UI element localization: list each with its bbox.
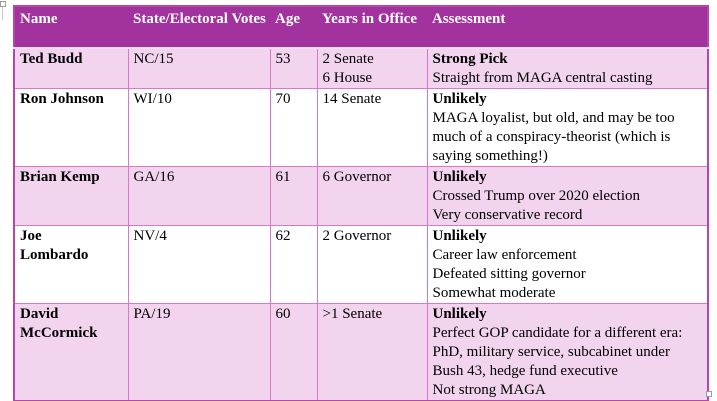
table-resize-handle-bottom-right[interactable] [706,391,712,397]
cell-name[interactable]: Joe Lombardo [13,225,129,304]
cell-name[interactable]: Brian Kemp [13,166,129,226]
header-cell-name[interactable]: Name [14,6,128,49]
cell-state-electoral[interactable]: PA/19 [127,303,271,401]
cell-age[interactable]: 70 [269,88,318,167]
cell-assessment[interactable]: Unlikely Perfect GOP candidate for a dif… [426,303,709,401]
cell-age[interactable]: 53 [269,47,318,89]
cell-name[interactable]: David McCormick [13,303,129,401]
assessment-verdict: Unlikely [432,306,487,322]
cell-assessment[interactable]: Unlikely Career law enforcement Defeated… [426,225,709,304]
cell-years-in-office[interactable]: 14 Senate [316,88,428,167]
assessment-notes: Crossed Trump over 2020 election Very co… [432,188,641,223]
page-edge-line [2,7,3,20]
table-resize-handle-top-left[interactable] [0,1,6,7]
assessment-verdict: Unlikely [432,91,487,107]
cell-name[interactable]: Ted Budd [13,47,129,89]
header-cell-assessment[interactable]: Assessment [427,6,708,49]
cell-assessment[interactable]: Unlikely MAGA loyalist, but old, and may… [426,88,709,167]
cell-age[interactable]: 60 [269,303,318,401]
assessment-notes: Perfect GOP candidate for a different er… [432,325,683,398]
header-cell-state-electoral[interactable]: State/Electoral Votes [128,6,270,49]
cell-age[interactable]: 61 [269,166,318,226]
table-row-ron-johnson: Ron Johnson WI/10 70 14 Senate Unlikely … [13,88,709,167]
header-cell-years-in-office[interactable]: Years in Office [317,6,427,49]
cell-years-in-office[interactable]: 6 Governor [316,166,428,226]
assessment-notes: Career law enforcement Defeated sitting … [432,247,586,301]
assessment-notes: Straight from MAGA central casting [432,70,653,86]
header-cell-age[interactable]: Age [270,6,317,49]
table-row-brian-kemp: Brian Kemp GA/16 61 6 Governor Unlikely … [13,166,709,226]
cell-name[interactable]: Ron Johnson [13,88,129,167]
cell-state-electoral[interactable]: NV/4 [127,225,271,304]
cell-years-in-office[interactable]: >1 Senate [316,303,428,401]
cell-assessment[interactable]: Unlikely Crossed Trump over 2020 electio… [426,166,709,226]
assessment-notes: MAGA loyalist, but old, and may be too m… [432,110,675,164]
header-row: Name State/Electoral Votes Age Years in … [14,6,708,49]
cell-years-in-office[interactable]: 2 Senate 6 House [316,47,428,89]
cell-years-in-office[interactable]: 2 Governor [316,225,428,304]
assessment-verdict: Unlikely [432,169,487,185]
table-row-ted-budd: Ted Budd NC/15 53 2 Senate 6 House Stron… [13,47,709,89]
cell-age[interactable]: 62 [269,225,318,304]
assessment-verdict: Unlikely [432,228,487,244]
assessment-verdict: Strong Pick [432,51,508,67]
candidates-table: Name State/Electoral Votes Age Years in … [13,5,709,401]
cell-state-electoral[interactable]: GA/16 [127,166,271,226]
cell-assessment[interactable]: Strong Pick Straight from MAGA central c… [426,47,709,89]
cell-state-electoral[interactable]: WI/10 [127,88,271,167]
cell-state-electoral[interactable]: NC/15 [127,47,271,89]
table-row-joe-lombardo: Joe Lombardo NV/4 62 2 Governor Unlikely… [13,225,709,304]
table-row-david-mccormick: David McCormick PA/19 60 >1 Senate Unlik… [13,303,709,401]
